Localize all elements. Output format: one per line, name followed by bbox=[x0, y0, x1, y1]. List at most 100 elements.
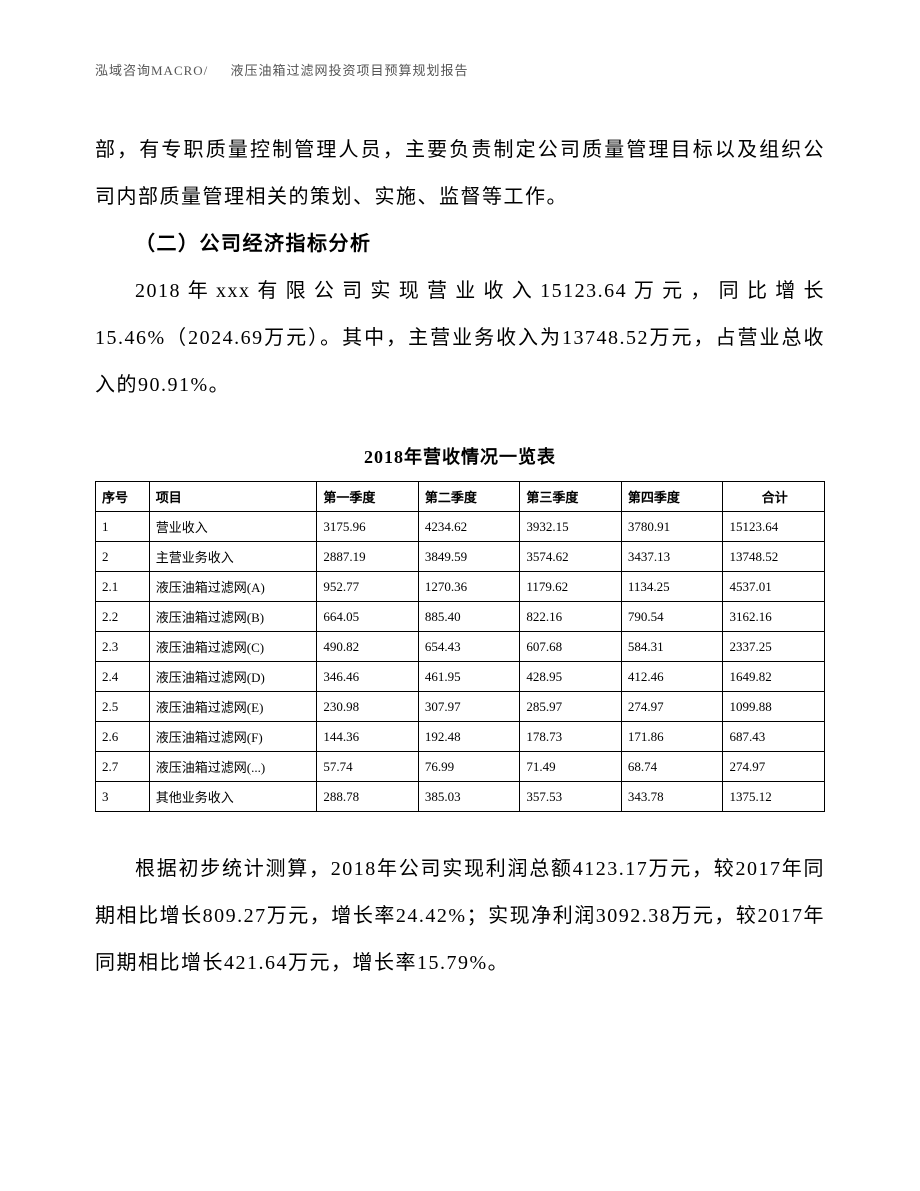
paragraph-2: 2018年xxx有限公司实现营业收入15123.64万元，同比增长15.46%（… bbox=[95, 268, 825, 409]
table-cell: 营业收入 bbox=[149, 512, 317, 542]
table-cell: 3780.91 bbox=[621, 512, 723, 542]
page-header: 泓域咨询MACRO/ 液压油箱过滤网投资项目预算规划报告 bbox=[95, 60, 825, 79]
table-cell: 1134.25 bbox=[621, 572, 723, 602]
table-cell: 230.98 bbox=[317, 692, 419, 722]
table-cell: 346.46 bbox=[317, 662, 419, 692]
table-row: 2.1液压油箱过滤网(A)952.771270.361179.621134.25… bbox=[96, 572, 825, 602]
revenue-table: 序号 项目 第一季度 第二季度 第三季度 第四季度 合计 1营业收入3175.9… bbox=[95, 481, 825, 812]
table-cell: 液压油箱过滤网(E) bbox=[149, 692, 317, 722]
table-cell: 1179.62 bbox=[520, 572, 622, 602]
table-cell: 2.2 bbox=[96, 602, 150, 632]
table-cell: 3437.13 bbox=[621, 542, 723, 572]
page: 泓域咨询MACRO/ 液压油箱过滤网投资项目预算规划报告 部，有专职质量控制管理… bbox=[0, 0, 920, 1047]
table-cell: 490.82 bbox=[317, 632, 419, 662]
table-cell: 664.05 bbox=[317, 602, 419, 632]
table-cell: 2887.19 bbox=[317, 542, 419, 572]
table-header-row: 序号 项目 第一季度 第二季度 第三季度 第四季度 合计 bbox=[96, 482, 825, 512]
table-cell: 790.54 bbox=[621, 602, 723, 632]
table-row: 2.4液压油箱过滤网(D)346.46461.95428.95412.46164… bbox=[96, 662, 825, 692]
section-heading: （二）公司经济指标分析 bbox=[95, 221, 825, 268]
table-cell: 3 bbox=[96, 782, 150, 812]
table-row: 2.5液压油箱过滤网(E)230.98307.97285.97274.97109… bbox=[96, 692, 825, 722]
table-cell: 68.74 bbox=[621, 752, 723, 782]
table-cell: 192.48 bbox=[418, 722, 520, 752]
table-cell: 3574.62 bbox=[520, 542, 622, 572]
table-cell: 288.78 bbox=[317, 782, 419, 812]
table-cell: 584.31 bbox=[621, 632, 723, 662]
table-cell: 428.95 bbox=[520, 662, 622, 692]
table-cell: 1375.12 bbox=[723, 782, 825, 812]
table-cell: 654.43 bbox=[418, 632, 520, 662]
table-cell: 2.1 bbox=[96, 572, 150, 602]
table-cell: 171.86 bbox=[621, 722, 723, 752]
table-cell: 4234.62 bbox=[418, 512, 520, 542]
table-cell: 2.4 bbox=[96, 662, 150, 692]
table-head: 序号 项目 第一季度 第二季度 第三季度 第四季度 合计 bbox=[96, 482, 825, 512]
table-cell: 4537.01 bbox=[723, 572, 825, 602]
table-cell: 274.97 bbox=[621, 692, 723, 722]
paragraph-1: 部，有专职质量控制管理人员，主要负责制定公司质量管理目标以及组织公司内部质量管理… bbox=[95, 127, 825, 221]
table-cell: 461.95 bbox=[418, 662, 520, 692]
table-cell: 3849.59 bbox=[418, 542, 520, 572]
table-cell: 285.97 bbox=[520, 692, 622, 722]
table-cell: 274.97 bbox=[723, 752, 825, 782]
table-cell: 822.16 bbox=[520, 602, 622, 632]
table-cell: 1 bbox=[96, 512, 150, 542]
table-cell: 343.78 bbox=[621, 782, 723, 812]
table-cell: 2.6 bbox=[96, 722, 150, 752]
table-cell: 3932.15 bbox=[520, 512, 622, 542]
table-cell: 液压油箱过滤网(...) bbox=[149, 752, 317, 782]
table-cell: 液压油箱过滤网(B) bbox=[149, 602, 317, 632]
table-cell: 385.03 bbox=[418, 782, 520, 812]
table-cell: 57.74 bbox=[317, 752, 419, 782]
table-cell: 607.68 bbox=[520, 632, 622, 662]
col-item: 项目 bbox=[149, 482, 317, 512]
table-cell: 1270.36 bbox=[418, 572, 520, 602]
table-cell: 其他业务收入 bbox=[149, 782, 317, 812]
table-row: 1营业收入3175.964234.623932.153780.9115123.6… bbox=[96, 512, 825, 542]
table-cell: 液压油箱过滤网(A) bbox=[149, 572, 317, 602]
table-cell: 液压油箱过滤网(F) bbox=[149, 722, 317, 752]
col-q4: 第四季度 bbox=[621, 482, 723, 512]
col-q2: 第二季度 bbox=[418, 482, 520, 512]
col-total: 合计 bbox=[723, 482, 825, 512]
col-seq: 序号 bbox=[96, 482, 150, 512]
table-row: 2.6液压油箱过滤网(F)144.36192.48178.73171.86687… bbox=[96, 722, 825, 752]
header-left: 泓域咨询MACRO/ bbox=[95, 63, 208, 78]
table-cell: 2.5 bbox=[96, 692, 150, 722]
table-cell: 1649.82 bbox=[723, 662, 825, 692]
col-q1: 第一季度 bbox=[317, 482, 419, 512]
table-row: 2主营业务收入2887.193849.593574.623437.1313748… bbox=[96, 542, 825, 572]
table-cell: 952.77 bbox=[317, 572, 419, 602]
col-q3: 第三季度 bbox=[520, 482, 622, 512]
table-body: 1营业收入3175.964234.623932.153780.9115123.6… bbox=[96, 512, 825, 812]
table-cell: 13748.52 bbox=[723, 542, 825, 572]
paragraph-3: 根据初步统计测算，2018年公司实现利润总额4123.17万元，较2017年同期… bbox=[95, 846, 825, 987]
table-cell: 15123.64 bbox=[723, 512, 825, 542]
table-cell: 1099.88 bbox=[723, 692, 825, 722]
table-cell: 178.73 bbox=[520, 722, 622, 752]
table-cell: 76.99 bbox=[418, 752, 520, 782]
table-cell: 2337.25 bbox=[723, 632, 825, 662]
table-cell: 687.43 bbox=[723, 722, 825, 752]
table-title: 2018年营收情况一览表 bbox=[95, 443, 825, 469]
table-row: 3其他业务收入288.78385.03357.53343.781375.12 bbox=[96, 782, 825, 812]
table-cell: 2 bbox=[96, 542, 150, 572]
table-row: 2.7液压油箱过滤网(...)57.7476.9971.4968.74274.9… bbox=[96, 752, 825, 782]
table-cell: 液压油箱过滤网(C) bbox=[149, 632, 317, 662]
table-row: 2.3液压油箱过滤网(C)490.82654.43607.68584.31233… bbox=[96, 632, 825, 662]
table-cell: 液压油箱过滤网(D) bbox=[149, 662, 317, 692]
table-cell: 主营业务收入 bbox=[149, 542, 317, 572]
table-cell: 3162.16 bbox=[723, 602, 825, 632]
table-row: 2.2液压油箱过滤网(B)664.05885.40822.16790.54316… bbox=[96, 602, 825, 632]
table-cell: 885.40 bbox=[418, 602, 520, 632]
table-cell: 2.7 bbox=[96, 752, 150, 782]
table-cell: 144.36 bbox=[317, 722, 419, 752]
table-cell: 2.3 bbox=[96, 632, 150, 662]
header-title: 液压油箱过滤网投资项目预算规划报告 bbox=[231, 63, 469, 78]
table-cell: 3175.96 bbox=[317, 512, 419, 542]
table-cell: 71.49 bbox=[520, 752, 622, 782]
table-cell: 412.46 bbox=[621, 662, 723, 692]
table-cell: 357.53 bbox=[520, 782, 622, 812]
table-cell: 307.97 bbox=[418, 692, 520, 722]
